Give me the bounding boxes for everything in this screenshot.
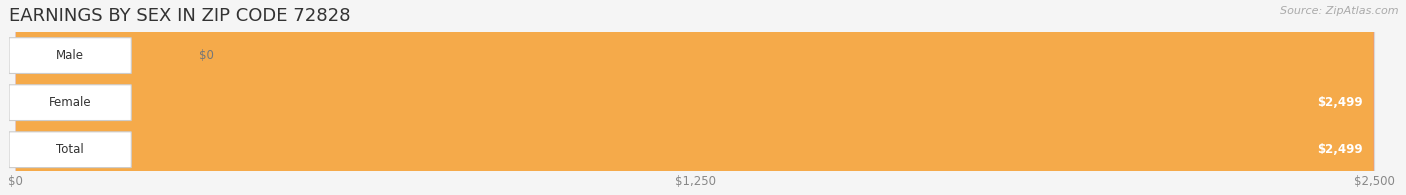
- Text: $0: $0: [200, 49, 214, 62]
- Text: $2,499: $2,499: [1317, 96, 1362, 109]
- FancyBboxPatch shape: [15, 0, 1374, 195]
- FancyBboxPatch shape: [8, 132, 131, 168]
- Text: Total: Total: [56, 143, 84, 156]
- FancyBboxPatch shape: [15, 0, 1374, 195]
- FancyBboxPatch shape: [15, 0, 1374, 195]
- Text: Source: ZipAtlas.com: Source: ZipAtlas.com: [1281, 6, 1399, 16]
- FancyBboxPatch shape: [15, 0, 1374, 195]
- Text: EARNINGS BY SEX IN ZIP CODE 72828: EARNINGS BY SEX IN ZIP CODE 72828: [8, 7, 350, 25]
- FancyBboxPatch shape: [8, 85, 131, 121]
- Text: Female: Female: [49, 96, 91, 109]
- FancyBboxPatch shape: [15, 0, 1374, 195]
- Text: $2,499: $2,499: [1317, 143, 1362, 156]
- FancyBboxPatch shape: [8, 38, 131, 74]
- FancyBboxPatch shape: [15, 0, 179, 195]
- Text: Male: Male: [56, 49, 84, 62]
